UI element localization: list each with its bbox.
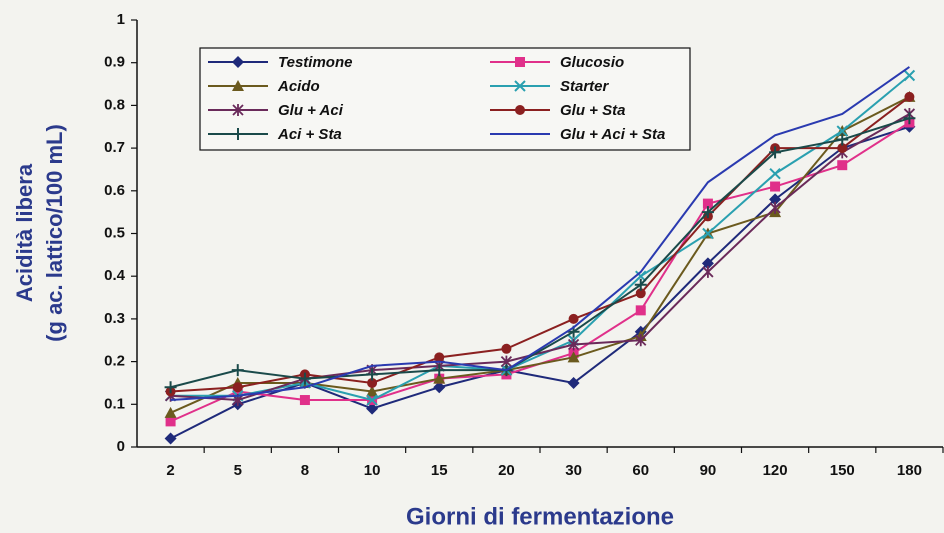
marker xyxy=(635,288,646,299)
marker xyxy=(769,168,781,180)
marker xyxy=(366,385,379,397)
x-tick-label: 180 xyxy=(897,462,922,479)
x-tick-label: 15 xyxy=(431,462,448,479)
marker xyxy=(231,364,244,377)
y-tick-label: 0 xyxy=(117,438,125,455)
y-tick-label: 0.8 xyxy=(104,96,125,113)
marker xyxy=(903,69,916,82)
marker xyxy=(232,382,243,393)
marker xyxy=(836,133,849,146)
series-line xyxy=(170,113,910,402)
marker xyxy=(837,160,848,171)
marker xyxy=(702,198,713,209)
marker xyxy=(567,351,580,363)
marker xyxy=(433,381,446,394)
legend-label: Glu + Aci xyxy=(278,102,344,119)
y-tick-label: 0.2 xyxy=(104,353,125,370)
marker xyxy=(836,125,848,137)
y-tick-label: 0.1 xyxy=(104,395,125,412)
marker xyxy=(701,206,714,219)
marker xyxy=(366,368,379,381)
marker xyxy=(702,227,714,240)
y-tick-label: 0.4 xyxy=(104,267,126,284)
marker xyxy=(701,257,714,270)
y-tick-label: 0.5 xyxy=(104,224,125,241)
marker xyxy=(298,372,311,385)
x-tick-label: 5 xyxy=(234,462,242,479)
y-tick-label: 0.9 xyxy=(104,54,125,71)
marker xyxy=(434,352,445,363)
legend-marker xyxy=(515,105,525,115)
series-line xyxy=(170,74,911,402)
legend-label: Testimone xyxy=(278,54,352,71)
marker xyxy=(165,416,176,427)
marker xyxy=(769,146,782,159)
y-tick-label: 0.7 xyxy=(104,139,125,156)
marker xyxy=(164,432,177,445)
x-tick-label: 20 xyxy=(498,462,515,479)
marker xyxy=(567,376,580,389)
marker xyxy=(366,402,379,415)
legend-marker xyxy=(232,80,244,91)
y-tick-label: 0.3 xyxy=(104,310,125,327)
marker xyxy=(164,406,177,418)
y-axis-title: Acidità libera xyxy=(12,163,37,302)
marker xyxy=(904,91,915,102)
series-line xyxy=(170,117,910,389)
marker xyxy=(433,372,446,384)
y-tick-label: 0.6 xyxy=(104,182,125,199)
marker xyxy=(433,364,446,377)
marker xyxy=(837,143,848,154)
series-line xyxy=(170,66,910,402)
marker xyxy=(568,313,579,324)
legend-label: Glu + Aci + Sta xyxy=(560,126,665,143)
x-tick-label: 90 xyxy=(700,462,717,479)
marker xyxy=(769,201,781,214)
legend-label: Glu + Sta xyxy=(560,102,625,119)
x-tick-label: 2 xyxy=(166,462,174,479)
marker xyxy=(567,338,580,351)
marker xyxy=(367,377,378,388)
marker xyxy=(635,305,646,316)
marker xyxy=(702,265,714,278)
y-axis-title: (g ac. lattico/100 mL) xyxy=(42,124,67,342)
x-tick-label: 60 xyxy=(632,462,649,479)
marker xyxy=(635,334,647,347)
x-tick-label: 120 xyxy=(763,462,788,479)
marker xyxy=(903,112,916,125)
x-tick-label: 150 xyxy=(830,462,855,479)
marker xyxy=(366,394,378,406)
marker xyxy=(635,270,647,282)
series-line xyxy=(170,125,910,440)
y-tick-label: 1 xyxy=(117,11,125,28)
legend-marker xyxy=(515,57,525,67)
x-tick-label: 30 xyxy=(565,462,582,479)
legend-marker xyxy=(514,80,526,92)
marker xyxy=(501,343,512,354)
x-tick-label: 10 xyxy=(364,462,381,479)
legend-label: Glucosio xyxy=(560,54,624,71)
legend-marker xyxy=(232,104,244,116)
x-axis-title: Giorni di fermentazione xyxy=(406,503,674,530)
marker xyxy=(299,395,310,406)
legend-label: Acido xyxy=(277,78,320,95)
legend-label: Aci + Sta xyxy=(277,126,342,143)
marker xyxy=(164,381,177,394)
legend-box xyxy=(199,47,691,151)
marker xyxy=(634,278,647,291)
x-tick-label: 8 xyxy=(301,462,309,479)
legend-label: Starter xyxy=(560,78,610,95)
marker xyxy=(770,181,781,192)
legend-marker xyxy=(232,128,244,140)
marker xyxy=(769,193,782,206)
legend-marker xyxy=(232,56,244,68)
